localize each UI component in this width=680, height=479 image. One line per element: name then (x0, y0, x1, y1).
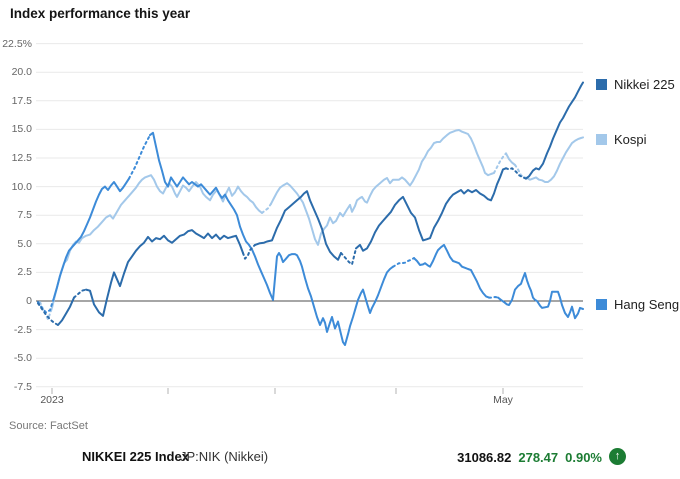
index-symbol: JP:NIK (Nikkei) (180, 449, 269, 464)
series-line-hang-seng-dotted (37, 134, 499, 314)
x-axis-label: 2023 (40, 394, 64, 406)
index-name[interactable]: NIKKEI 225 Index (82, 449, 189, 464)
series-line-hang-seng (53, 131, 584, 346)
legend-label: Kospi (614, 132, 647, 147)
y-axis-label: 17.5 (11, 94, 32, 107)
legend-swatch-icon (596, 79, 607, 90)
legend-item-kospi[interactable]: Kospi (596, 132, 647, 147)
y-axis-label: 5.0 (17, 237, 32, 250)
y-axis-label: 7.5 (17, 209, 32, 222)
series-line-nikkei-225-dotted (37, 167, 527, 326)
y-axis-label: 12.5 (11, 152, 32, 164)
quote-footer: NIKKEI 225 Index JP:NIK (Nikkei) 31086.8… (0, 447, 680, 467)
legend-item-nikkei-225[interactable]: Nikkei 225 (596, 77, 675, 92)
source-note: Source: FactSet (9, 420, 88, 432)
series-line-kospi (51, 129, 584, 309)
legend-label: Hang Seng (614, 297, 680, 312)
y-axis-label: 22.5% (2, 37, 32, 50)
y-axis-label: 2.5 (17, 266, 32, 279)
y-axis-label: -7.5 (13, 380, 32, 393)
y-axis-label: -2.5 (13, 323, 32, 336)
y-axis-label: 15.0 (11, 123, 32, 136)
y-axis-label: 10.0 (11, 180, 32, 193)
legend-label: Nikkei 225 (614, 77, 675, 92)
quote-values: 31086.82 278.47 0.90% ↑ (457, 448, 626, 465)
series-line-kospi-dotted (39, 152, 525, 321)
last-price: 31086.82 (457, 449, 512, 465)
up-arrow-icon: ↑ (609, 448, 626, 465)
legend-swatch-icon (596, 134, 607, 145)
y-axis-label: 0 (26, 295, 32, 307)
legend-swatch-icon (596, 299, 607, 310)
y-axis-label: 20.0 (11, 66, 32, 79)
price-change: 278.47 (518, 449, 559, 465)
legend-item-hang-seng[interactable]: Hang Seng (596, 297, 679, 312)
y-axis-label: -5.0 (13, 352, 32, 365)
page-title: Index performance this year (10, 6, 191, 21)
series-line-nikkei-225 (57, 81, 584, 326)
x-axis-label: May (493, 394, 513, 406)
price-change-percent: 0.90% (565, 449, 602, 465)
